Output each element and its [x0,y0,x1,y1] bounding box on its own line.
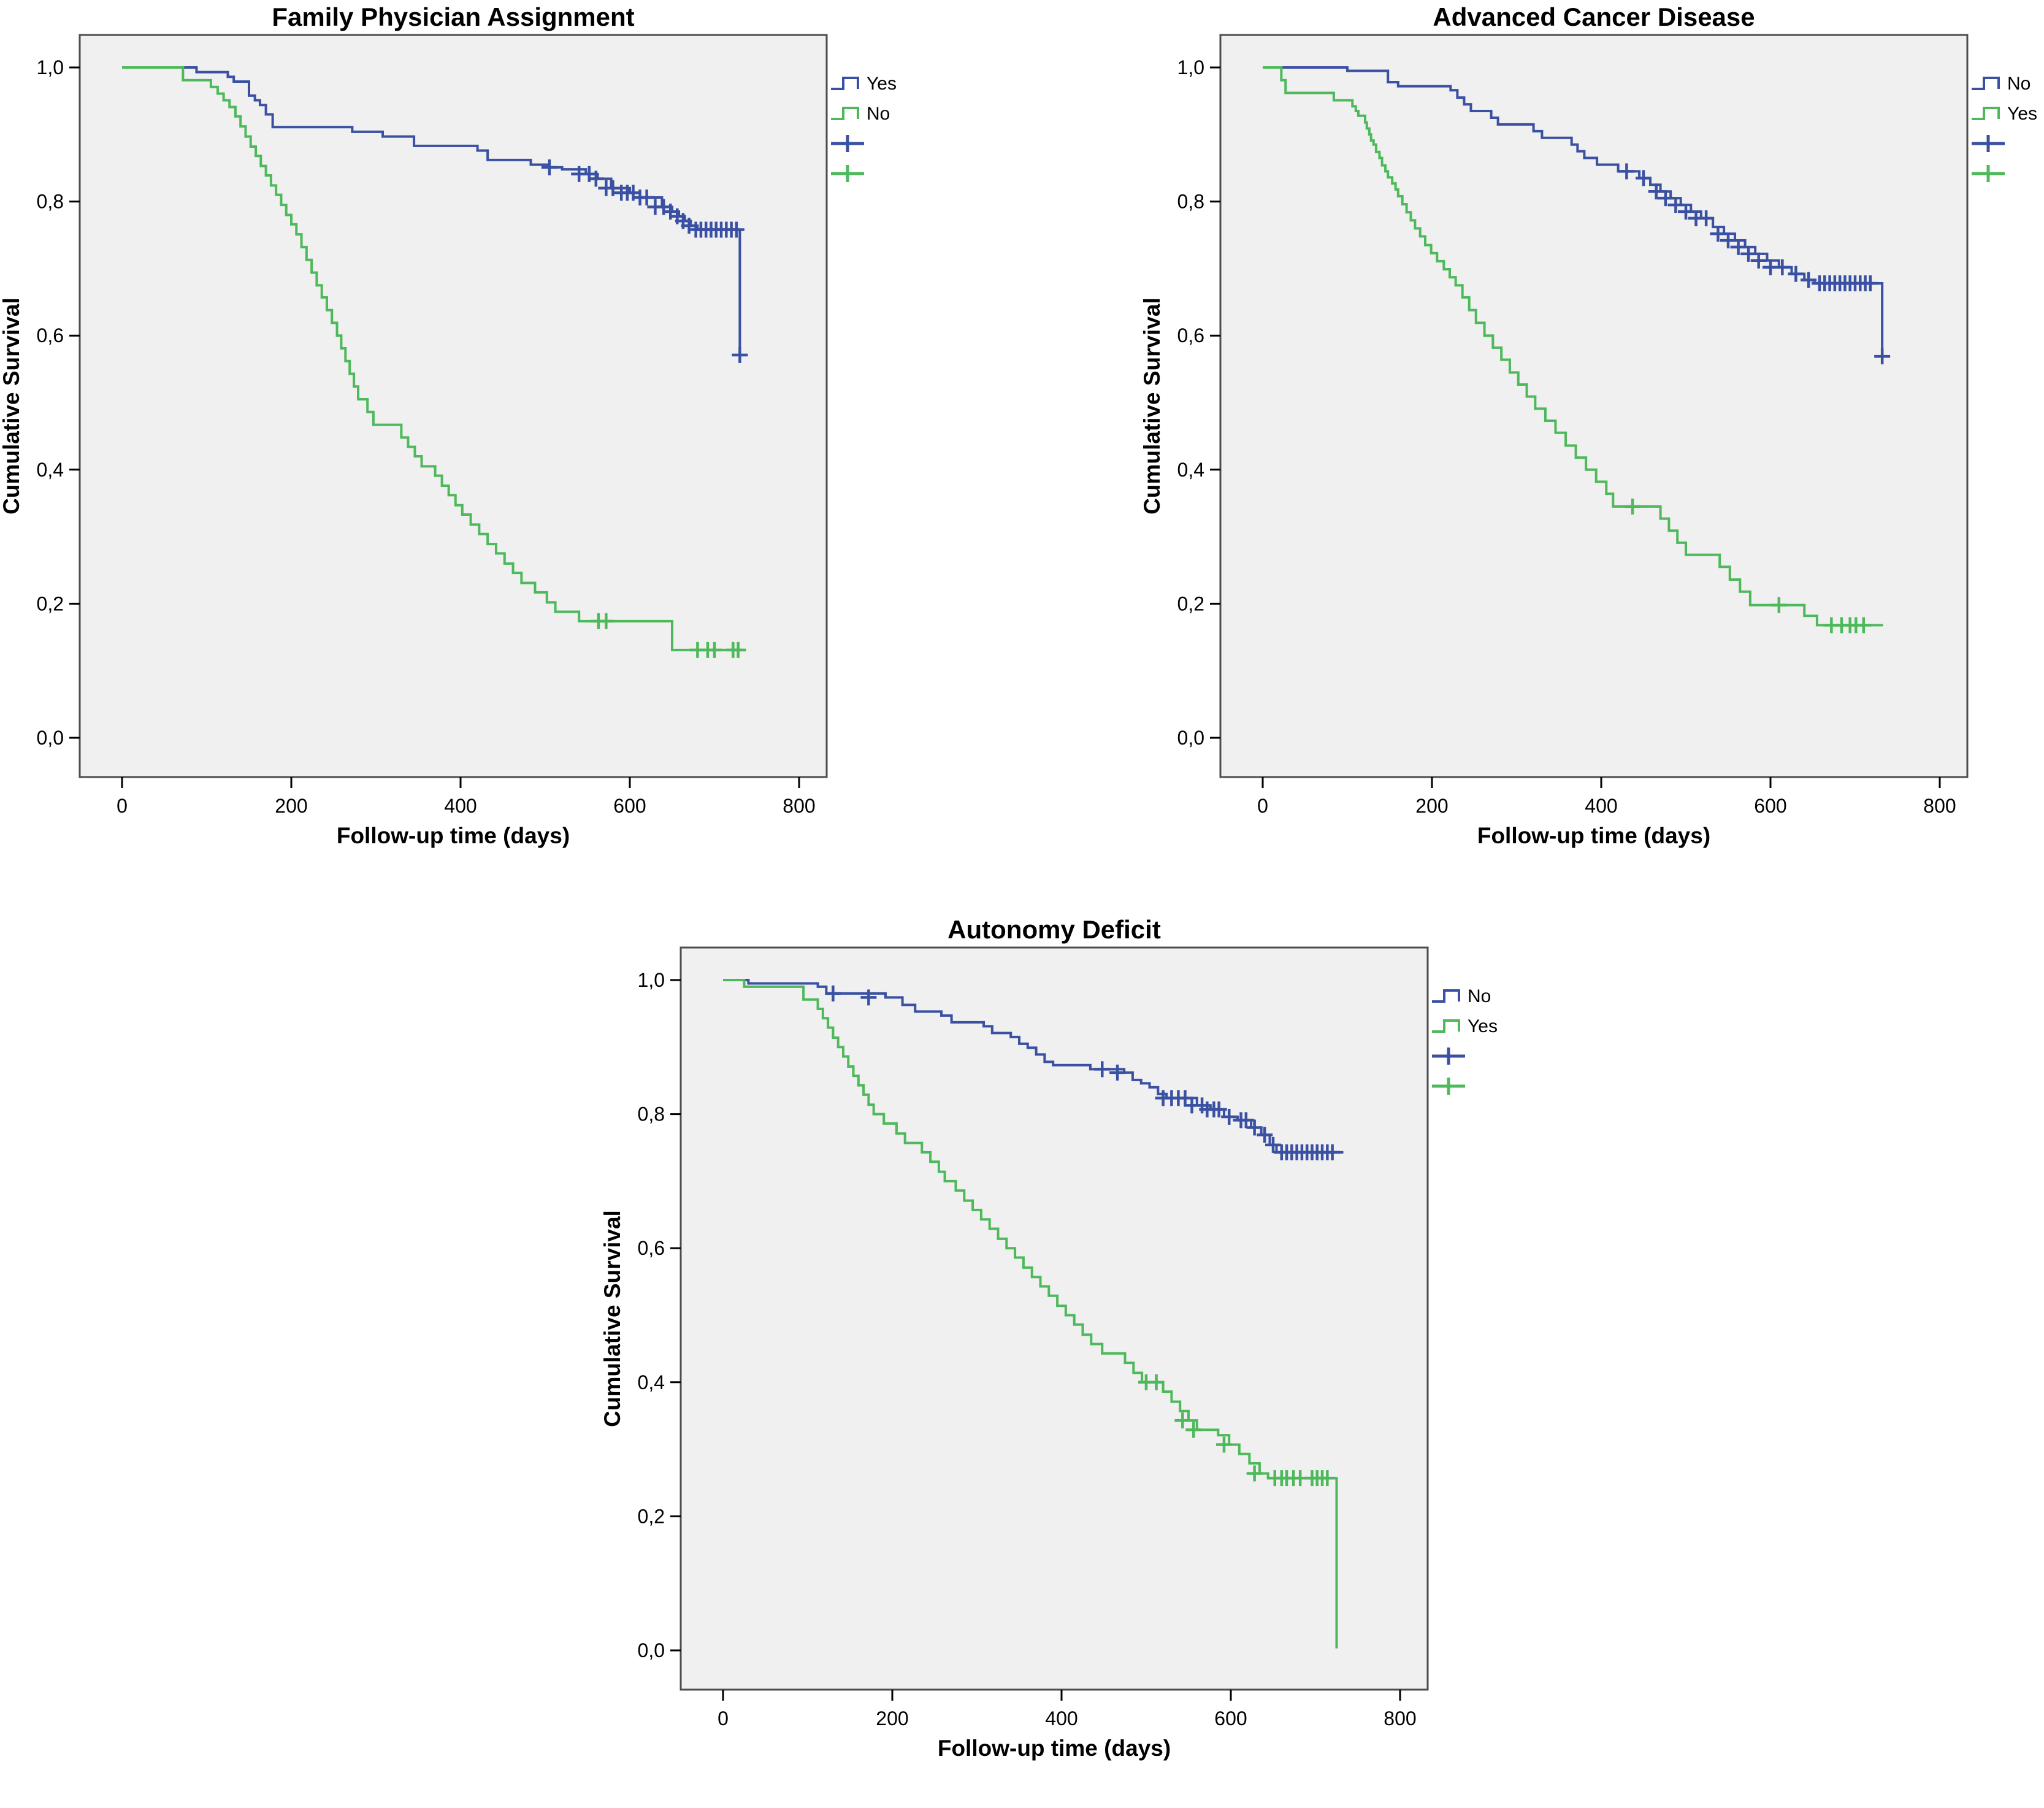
legend-item-yes: Yes [1970,99,2037,129]
plot-area: 1,0 0,8 0,6 0,4 0,2 0,0 0 200 400 600 800 [1177,34,1969,817]
survival-curve-yes [723,979,1338,1649]
y-tick-label: 0,6 [37,324,64,347]
legend-item-label: Yes [867,73,897,94]
survival-curve-yes [1263,66,1883,627]
y-tick-label: 0,8 [638,1103,665,1125]
y-tick-label: 0,0 [638,1639,665,1661]
censor-marks-yes [1625,498,1872,634]
y-tick-label: 0,4 [37,459,64,481]
legend-item-censored-group2 [830,159,897,189]
censor-plus-icon [831,164,864,182]
legend-item-no: No [1970,69,2037,99]
legend-item-label: Yes [1468,1016,1498,1036]
x-tick-label: 0 [1257,795,1268,817]
censor-marks-no [1618,163,1891,365]
censor-marks-yes [541,159,748,363]
y-tick-label: 0,0 [37,727,64,749]
x-tick-label: 600 [1214,1707,1247,1729]
censor-plus-icon [1432,1047,1465,1065]
x-tick-label: 0 [117,795,128,817]
y-tick-label: 0,6 [1177,324,1204,347]
legend-item-label: No [867,103,890,124]
censor-plus-icon [831,134,864,152]
x-axis-title: Follow-up time (days) [336,823,570,848]
step-line-swatch-icon [1972,106,2000,120]
km-chart-autonomy-deficit: Autonomy Deficit Cumulative Survival 1,0… [576,913,1533,1808]
plot-area: 1,0 0,8 0,6 0,4 0,2 0,0 0 200 400 600 800 [37,34,828,817]
legend: No Yes [1431,981,1498,1101]
censor-marks-no [825,985,1341,1160]
legend-item-censored-group1 [1431,1041,1498,1071]
step-line-swatch-icon [831,106,859,120]
y-tick-label: 0,8 [1177,191,1204,213]
x-tick-label: 600 [1754,795,1786,817]
legend: No Yes [1970,69,2037,189]
plot-area: 1,0 0,8 0,6 0,4 0,2 0,0 0 200 400 600 800 [638,946,1429,1729]
censor-marks-yes [1138,1374,1336,1487]
legend-item-censored-group2 [1970,159,2037,189]
step-line-swatch-icon [1972,76,2000,90]
legend: Yes No [830,69,897,189]
y-tick-label: 1,0 [37,56,64,79]
censor-plus-icon [1972,134,2005,152]
censor-marks-no [590,613,746,658]
x-tick-label: 600 [613,795,646,817]
x-tick-label: 800 [1923,795,1956,817]
km-chart-family-physician-assignment: Family Physician Assignment Cumulative S… [0,0,932,895]
legend-item-label: Yes [2007,103,2037,124]
legend-item-label: No [1468,986,1491,1006]
step-line-swatch-icon [1432,989,1460,1003]
legend-item-label: No [2007,73,2031,94]
x-tick-label: 400 [1045,1707,1078,1729]
y-tick-label: 0,6 [638,1237,665,1259]
y-tick-label: 0,8 [37,191,64,213]
plot-background [78,34,828,778]
x-tick-label: 800 [1384,1707,1416,1729]
legend-item-censored-group2 [1431,1071,1498,1101]
step-line-swatch-icon [831,76,859,90]
chart-title: Family Physician Assignment [272,2,635,31]
km-chart-advanced-cancer-disease: Advanced Cancer Disease Cumulative Survi… [1116,0,2044,895]
x-tick-label: 400 [444,795,477,817]
x-tick-label: 200 [275,795,307,817]
x-tick-label: 800 [783,795,815,817]
legend-item-yes: Yes [830,69,897,99]
x-axis-title: Follow-up time (days) [937,1736,1171,1761]
censor-plus-icon [1972,164,2005,182]
plot-background [1219,34,1969,778]
x-axis-title: Follow-up time (days) [1477,823,1711,848]
plot-background [679,946,1429,1691]
legend-item-yes: Yes [1431,1011,1498,1041]
legend-item-no: No [830,99,897,129]
legend-item-censored-group1 [1970,129,2037,159]
x-tick-label: 200 [876,1707,908,1729]
legend-item-censored-group1 [830,129,897,159]
legend-item-no: No [1431,981,1498,1011]
y-tick-label: 0,4 [638,1371,665,1393]
survival-curve-no [122,66,743,651]
x-tick-label: 200 [1415,795,1448,817]
chart-title: Advanced Cancer Disease [1433,2,1755,31]
y-tick-label: 0,4 [1177,459,1204,481]
y-tick-label: 0,2 [638,1505,665,1527]
y-tick-label: 1,0 [1177,56,1204,79]
x-tick-label: 0 [718,1707,729,1729]
y-tick-label: 1,0 [638,969,665,991]
y-tick-label: 0,2 [1177,592,1204,615]
y-tick-label: 0,0 [1177,727,1204,749]
y-tick-label: 0,2 [37,592,64,615]
x-tick-label: 400 [1585,795,1617,817]
step-line-swatch-icon [1432,1019,1460,1033]
chart-title: Autonomy Deficit [947,915,1161,944]
censor-plus-icon [1432,1077,1465,1095]
